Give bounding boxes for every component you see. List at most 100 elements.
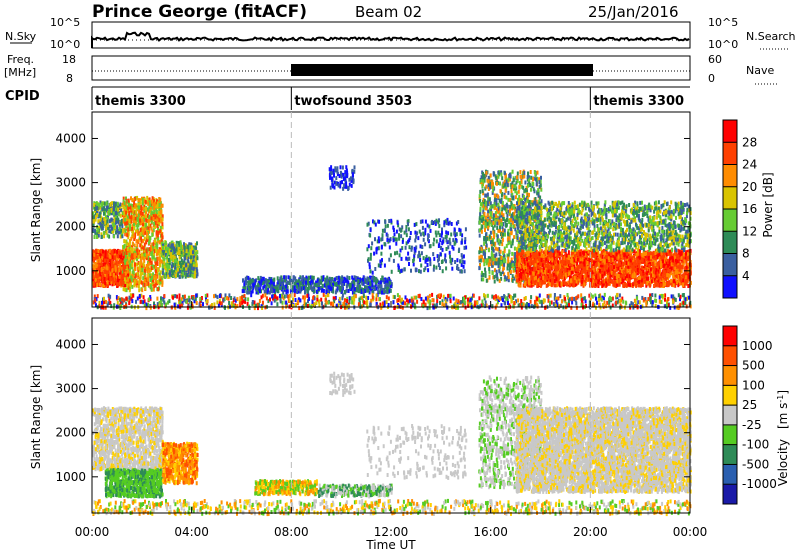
power-echo <box>382 233 384 237</box>
power-echo <box>299 283 301 287</box>
power-echo <box>346 275 348 279</box>
power-echo <box>305 281 307 285</box>
power-echo <box>519 181 521 185</box>
power-echo <box>141 209 143 213</box>
power-echo <box>144 279 146 283</box>
power-echo <box>501 207 503 211</box>
power-echo <box>372 283 374 287</box>
power-echo <box>497 234 499 238</box>
power-echo <box>394 251 396 255</box>
nave-tick-top: 60 <box>708 53 722 66</box>
power-echo <box>273 289 275 293</box>
power-echo <box>454 227 456 231</box>
power-echo <box>493 205 495 209</box>
power-echo <box>273 278 275 282</box>
power-echo <box>413 258 415 262</box>
power-echo <box>423 256 425 260</box>
power-echo <box>97 249 99 253</box>
power-echo <box>287 290 289 294</box>
power-echo <box>279 279 281 283</box>
power-echo <box>427 268 429 272</box>
power-echo <box>370 246 372 250</box>
power-echo <box>393 259 395 263</box>
power-echo <box>479 216 481 220</box>
power-echo <box>438 224 440 228</box>
power-echo <box>354 165 356 169</box>
power-echo <box>540 176 542 180</box>
power-echo <box>103 217 105 221</box>
power-echo <box>503 263 505 267</box>
power-echo <box>167 268 169 272</box>
power-echo <box>318 287 320 291</box>
power-echo <box>134 267 136 271</box>
power-echo <box>164 275 166 279</box>
power-echo <box>166 255 168 259</box>
power-echo <box>515 184 517 188</box>
power-echo <box>453 247 455 251</box>
power-echo <box>440 246 442 250</box>
power-echo <box>386 238 388 242</box>
power-echo <box>494 254 496 258</box>
power-echo <box>316 283 318 287</box>
power-echo <box>478 250 480 254</box>
power-echo <box>99 222 101 226</box>
power-echo <box>433 268 435 272</box>
power-echo <box>345 185 347 189</box>
power-echo <box>379 290 381 294</box>
power-echo <box>502 267 504 271</box>
power-echo <box>417 254 419 258</box>
power-echo <box>401 228 403 232</box>
power-echo <box>136 226 138 230</box>
power-echo <box>104 281 106 285</box>
power-echo <box>184 246 186 250</box>
power-echo <box>155 258 157 262</box>
power-echo <box>368 257 370 261</box>
power-echo <box>338 281 340 285</box>
power-echo <box>168 265 170 269</box>
power-echo <box>189 245 191 249</box>
power-echo <box>352 284 354 288</box>
power-echo <box>151 233 153 237</box>
power-echo <box>424 228 426 232</box>
power-echo <box>422 226 424 230</box>
power-echo <box>162 204 164 208</box>
power-echo <box>149 247 151 251</box>
power-echo <box>194 275 196 279</box>
power-echo <box>443 221 445 225</box>
power-echo <box>145 200 147 204</box>
power-echo <box>483 242 485 246</box>
power-echo <box>534 172 536 176</box>
power-echo <box>160 219 162 223</box>
power-echo <box>512 239 514 243</box>
power-echo <box>99 214 101 218</box>
power-echo <box>98 234 100 238</box>
power-echo <box>396 230 398 234</box>
power-echo <box>298 279 300 283</box>
power-echo <box>450 233 452 237</box>
power-echo <box>485 202 487 206</box>
power-echo <box>115 221 117 225</box>
power-echo <box>350 176 352 180</box>
power-echo <box>122 281 124 285</box>
power-echo <box>131 227 133 231</box>
power-echo <box>449 251 451 255</box>
power-echo <box>146 254 148 258</box>
power-echo <box>433 257 435 261</box>
power-echo <box>483 238 485 242</box>
power-echo <box>400 269 402 273</box>
power-echo <box>381 237 383 241</box>
power-echo <box>127 247 129 251</box>
power-echo <box>366 286 368 290</box>
power-echo <box>415 235 417 239</box>
power-echo <box>423 238 425 242</box>
power-echo <box>261 279 263 283</box>
power-echo <box>179 261 181 265</box>
power-echo <box>132 242 134 246</box>
power-echo <box>126 221 128 225</box>
power-echo <box>147 208 149 212</box>
power-echo <box>133 226 135 230</box>
power-echo <box>385 283 387 287</box>
power-echo <box>105 254 107 258</box>
power-echo <box>420 244 422 248</box>
power-echo <box>157 268 159 272</box>
